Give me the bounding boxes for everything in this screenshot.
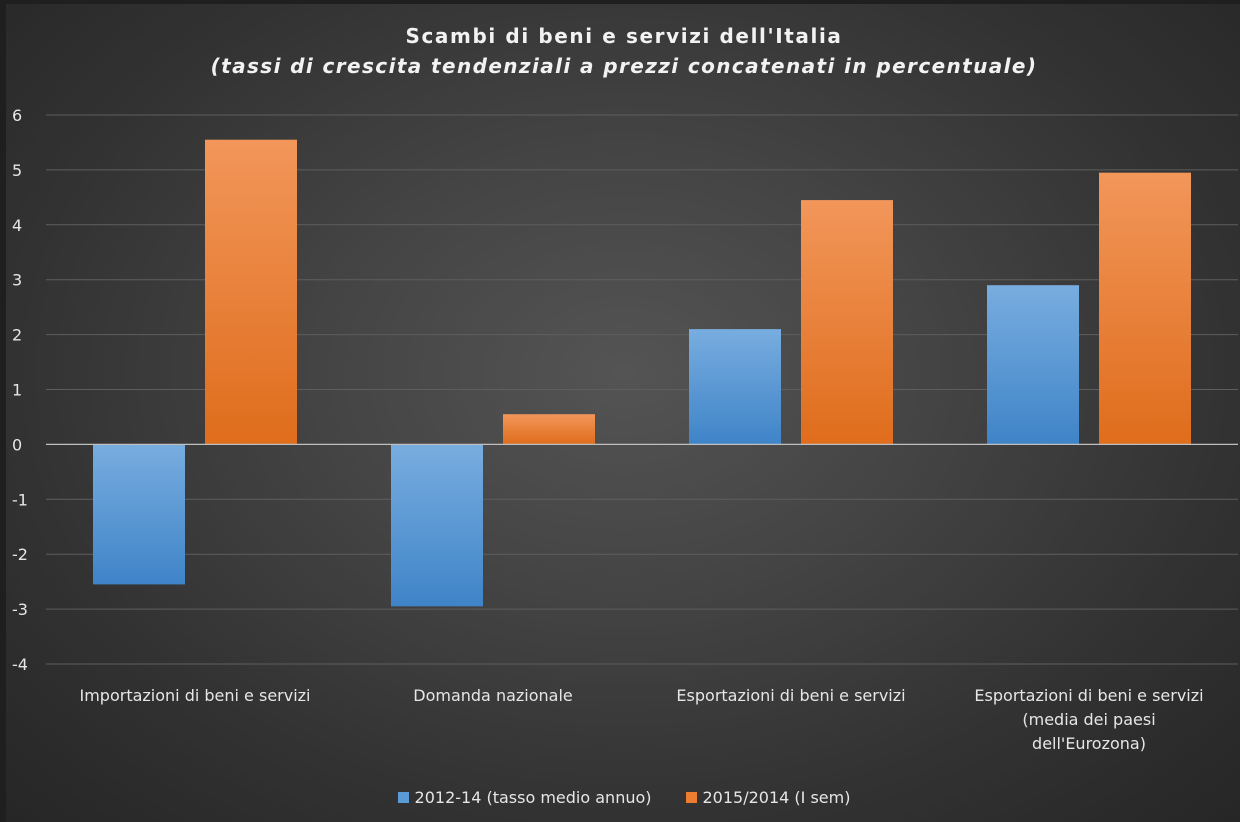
plot-area: -4 -3 -2 -1 0 1 2 3 4 5 6 Importazioni di beni e se… <box>12 106 1238 753</box>
legend-item: 2015/2014 (I sem) <box>685 788 851 807</box>
category-label: (media dei paesi <box>1022 710 1155 729</box>
y-tick-label: 6 <box>12 106 22 125</box>
axes: -4 -3 -2 -1 0 1 2 3 4 5 6 Importazioni di beni e se… <box>12 106 1238 753</box>
legend-swatch <box>685 792 697 803</box>
bar-series2-cat4 <box>1099 172 1191 445</box>
category-label: dell'Eurozona) <box>1032 734 1146 753</box>
y-tick-label: 0 <box>12 435 22 454</box>
category-label: Esportazioni di beni e servizi <box>676 686 905 705</box>
legend-label: 2012-14 (tasso medio annuo) <box>414 788 652 807</box>
y-tick-label: -1 <box>12 490 28 509</box>
chart-frame: Scambi di beni e servizi dell'Italia (ta… <box>6 4 1240 822</box>
legend: 2012-14 (tasso medio annuo) 2015/2014 (I … <box>6 788 1240 807</box>
bars <box>93 139 1191 607</box>
chart-subtitle: (tassi di crescita tendenziali a prezzi … <box>210 54 1038 78</box>
y-tick-label: 3 <box>12 271 22 290</box>
bar-series1-cat4 <box>987 285 1079 445</box>
y-tick-label: 2 <box>12 326 22 345</box>
y-tick-label: 5 <box>12 161 22 180</box>
bar-series2-cat3 <box>801 200 893 445</box>
y-tick-label: -3 <box>12 600 28 619</box>
y-tick-label: -2 <box>12 545 28 564</box>
bar-series2-cat1 <box>205 139 297 445</box>
y-tick-label: 1 <box>12 381 22 400</box>
chart-title: Scambi di beni e servizi dell'Italia <box>405 24 843 48</box>
category-label: Esportazioni di beni e servizi <box>974 686 1203 705</box>
legend-swatch <box>397 792 409 803</box>
bar-series1-cat2 <box>391 444 483 607</box>
legend-item: 2012-14 (tasso medio annuo) <box>397 788 652 807</box>
bar-series2-cat2 <box>503 414 595 445</box>
bar-series1-cat3 <box>689 329 781 445</box>
category-label: Importazioni di beni e servizi <box>79 686 310 705</box>
category-label: Domanda nazionale <box>413 686 573 705</box>
y-tick-label: -4 <box>12 655 28 674</box>
y-tick-label: 4 <box>12 216 22 235</box>
bar-series1-cat1 <box>93 444 185 585</box>
legend-label: 2015/2014 (I sem) <box>702 788 851 807</box>
